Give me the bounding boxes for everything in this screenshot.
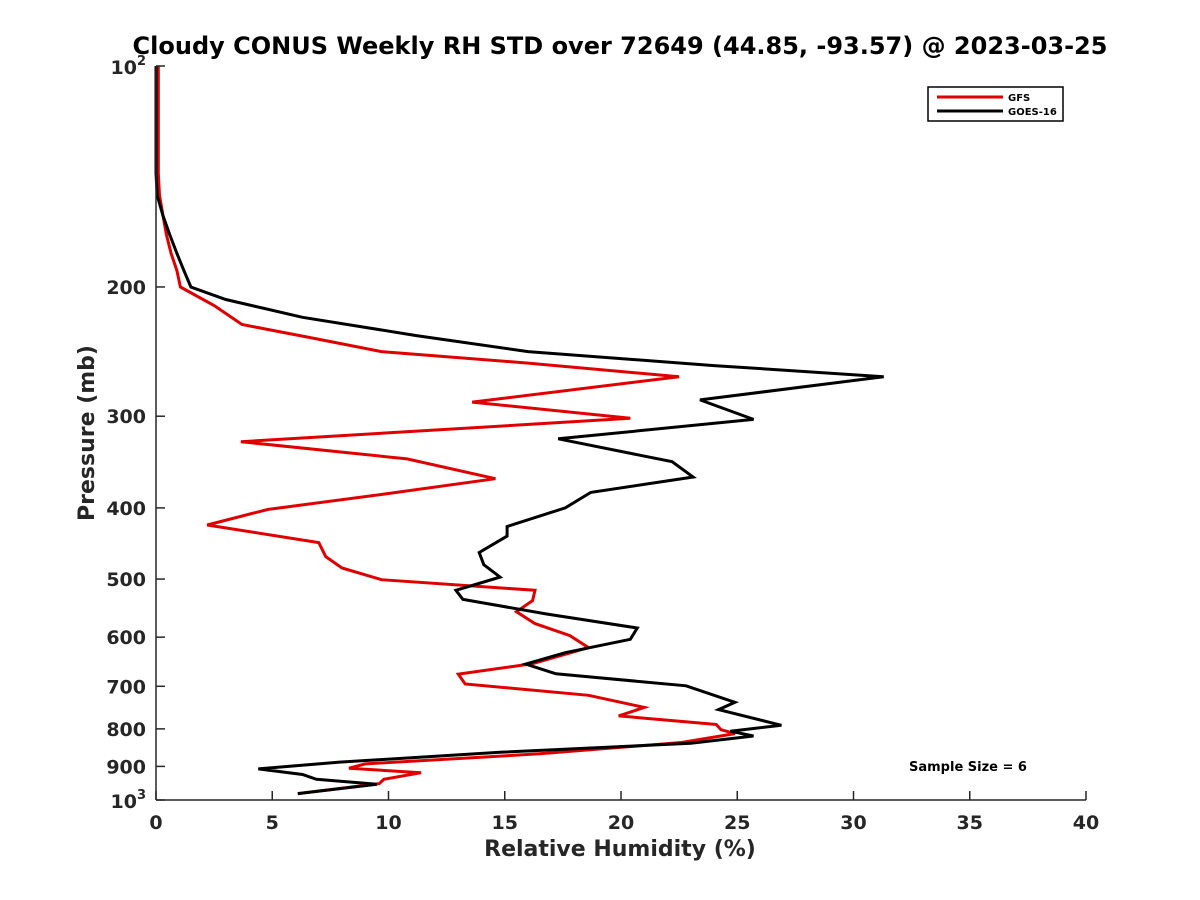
y-axis-label: Pressure (mb)	[75, 345, 100, 521]
x-tick-label: 25	[724, 812, 750, 834]
axes-layer: 0 5 10 15 20 25 30 35 40 102 200 300 400 500 600 700 800…	[106, 54, 1099, 834]
legend: GFS GOES-16	[927, 86, 1064, 122]
x-tick-label: 5	[266, 812, 279, 834]
chart-title: Cloudy CONUS Weekly RH STD over 72649 (4…	[133, 32, 1108, 60]
y-tick-label: 500	[106, 569, 146, 591]
legend-box	[927, 86, 1064, 122]
legend-label: GFS	[1008, 93, 1030, 104]
series-line-gfs	[156, 66, 736, 796]
x-tick-label: 15	[492, 812, 518, 834]
x-axis-label: Relative Humidity (%)	[484, 837, 756, 862]
y-tick-label: 200	[106, 277, 146, 299]
y-tick-label: 300	[106, 406, 146, 428]
x-tick-label: 35	[957, 812, 983, 834]
x-tick-label: 40	[1073, 812, 1099, 834]
y-tick-label: 400	[106, 498, 146, 520]
y-tick-label: 800	[106, 719, 146, 741]
x-tick-label: 10	[375, 812, 401, 834]
x-tick-label: 0	[149, 812, 162, 834]
y-tick-label: 900	[106, 756, 146, 778]
y-tick-label: 103	[111, 788, 147, 813]
series-layer	[154, 66, 884, 796]
sample-size-annotation: Sample Size = 6	[909, 760, 1027, 775]
x-tick-label: 20	[608, 812, 634, 834]
y-tick-label: 102	[111, 54, 147, 79]
y-tick-label: 600	[106, 627, 146, 649]
y-tick-label: 700	[106, 676, 146, 698]
series-line-goes-16	[154, 66, 884, 796]
x-tick-label: 30	[840, 812, 866, 834]
legend-label: GOES-16	[1008, 107, 1057, 118]
